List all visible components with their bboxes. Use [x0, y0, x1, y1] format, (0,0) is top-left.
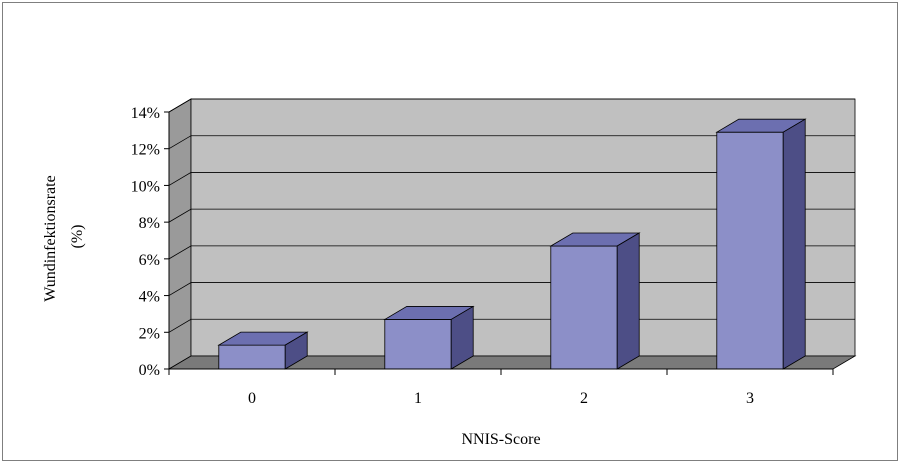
bar — [383, 305, 475, 370]
x-tick-label: 1 — [414, 390, 422, 407]
gridline — [168, 135, 855, 150]
bar-chart: 0% 2% 4% 6% 8% 10% 12% 14% 0 1 2 3 NNIS-Score Wund… — [42, 98, 857, 448]
y-tick-label: 14% — [131, 105, 160, 122]
gridline — [168, 98, 855, 113]
bars — [217, 118, 807, 370]
bar-front — [384, 319, 452, 370]
bar — [715, 118, 807, 370]
y-tick-label: 2% — [139, 325, 160, 342]
y-tick-label: 12% — [131, 142, 160, 159]
bar-front — [716, 131, 784, 370]
x-tick-label: 0 — [248, 390, 256, 407]
bar — [217, 331, 309, 370]
y-tick-label: 6% — [139, 252, 160, 269]
axes — [164, 111, 834, 375]
bar-side — [782, 118, 806, 370]
x-tick-label: 2 — [580, 390, 588, 407]
x-tick-label: 3 — [746, 390, 754, 407]
y-tick-label: 4% — [139, 289, 160, 306]
gridline — [168, 172, 855, 186]
bar-side — [616, 232, 640, 370]
bar-side — [284, 331, 308, 370]
y-axis-title-line-2: (%) — [69, 225, 86, 249]
x-axis-title: NNIS-Score — [461, 431, 540, 448]
side-wall — [168, 98, 192, 370]
y-tick-label: 8% — [139, 215, 160, 232]
bar-front — [218, 344, 286, 370]
y-axis-title-line-1: Wundinfektionsrate — [42, 175, 59, 301]
bar — [549, 232, 641, 370]
gridline — [168, 208, 855, 223]
bar-side — [450, 305, 474, 370]
y-tick-label: 10% — [131, 178, 160, 195]
x-tick-labels: 0 1 2 3 — [248, 390, 754, 407]
y-axis-title: Wundinfektionsrate (%) — [42, 171, 86, 301]
y-tick-label: 0% — [139, 362, 160, 379]
y-tick-labels: 0% 2% 4% 6% 8% 10% 12% 14% — [131, 105, 160, 379]
bar-front — [550, 245, 618, 370]
